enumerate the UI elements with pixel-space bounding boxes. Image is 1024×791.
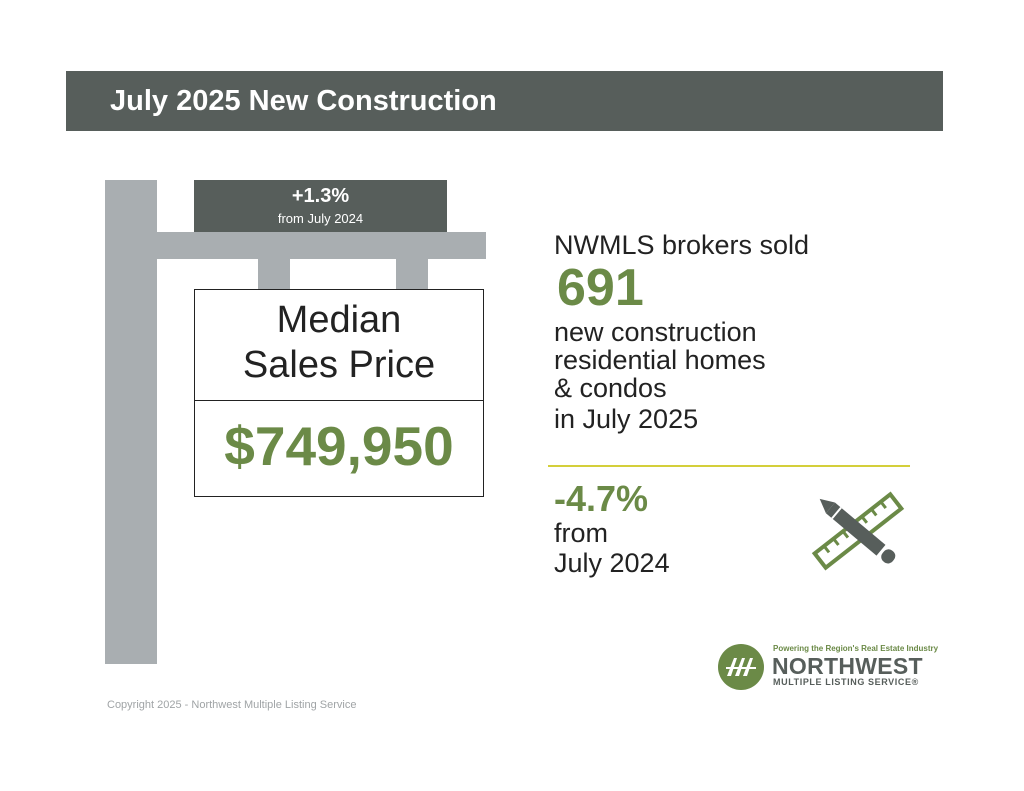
price-change-box: +1.3% from July 2024 bbox=[194, 180, 447, 232]
page-title: July 2025 New Construction bbox=[110, 85, 497, 117]
homes-sold-count: 691 bbox=[557, 259, 644, 317]
sign-hanger-left bbox=[258, 259, 290, 290]
sign-label-line2: Sales Price bbox=[242, 344, 436, 386]
sign-post-vertical bbox=[105, 180, 157, 664]
desc-line-2: residential homes bbox=[554, 345, 766, 375]
nwmls-logo-icon bbox=[718, 644, 764, 690]
logo-tagline: Powering the Region's Real Estate Indust… bbox=[773, 644, 939, 653]
sign-hanger-right bbox=[396, 259, 428, 290]
from-line-2: July 2024 bbox=[554, 548, 670, 578]
pencil-ruler-icon bbox=[811, 491, 905, 571]
price-change-subtitle: from July 2024 bbox=[277, 211, 364, 226]
homes-description: new construction residential homes & con… bbox=[554, 318, 766, 402]
from-line-1: from bbox=[554, 518, 608, 548]
sales-pct-change: -4.7% bbox=[554, 478, 649, 519]
sign-post-arm bbox=[157, 232, 486, 259]
sign-divider bbox=[195, 400, 483, 401]
median-price-sign: Median Sales Price $749,950 bbox=[194, 289, 484, 497]
desc-line-4: in July 2025 bbox=[554, 404, 699, 434]
sign-label-line1: Median bbox=[276, 299, 402, 341]
section-divider bbox=[548, 465, 910, 467]
title-bar: July 2025 New Construction bbox=[66, 71, 943, 131]
median-price-value: $749,950 bbox=[224, 415, 454, 477]
copyright-text: Copyright 2025 - Northwest Multiple List… bbox=[107, 699, 357, 711]
sign-label: Median Sales Price bbox=[195, 298, 483, 388]
brokers-sold-intro: NWMLS brokers sold bbox=[554, 230, 810, 260]
logo-subtitle: MULTIPLE LISTING SERVICE® bbox=[773, 677, 919, 687]
desc-line-3: & condos bbox=[554, 373, 667, 403]
logo-name: NORTHWEST bbox=[772, 653, 923, 679]
price-change-value: +1.3% bbox=[291, 185, 350, 207]
desc-line-1: new construction bbox=[554, 317, 757, 347]
